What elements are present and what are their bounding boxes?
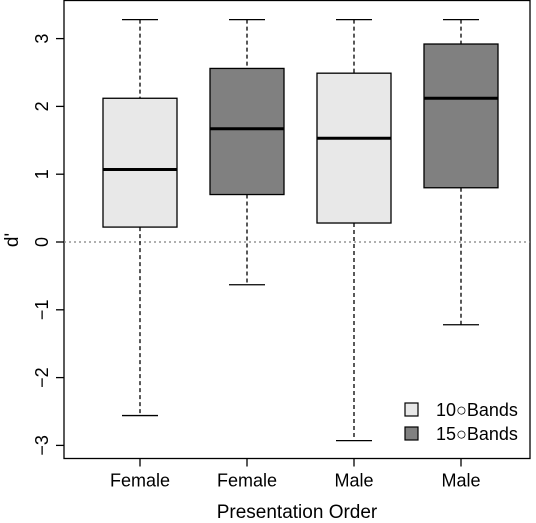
box-iqr — [209, 67, 285, 196]
box-2 — [209, 18, 285, 286]
legend-label: 15○Bands — [436, 424, 518, 444]
box-iqr — [423, 43, 499, 189]
box-iqr — [102, 97, 178, 228]
box-4 — [423, 18, 499, 326]
x-axis-title: Presentation Order — [217, 502, 378, 523]
x-tick-label: Female — [110, 471, 170, 491]
legend-label: 10○Bands — [436, 400, 518, 420]
y-tick-label: 2 — [32, 101, 52, 111]
legend-swatch — [404, 426, 419, 441]
x-tick-label: Male — [441, 471, 480, 491]
x-tick-label: Female — [217, 471, 277, 491]
boxes-layer — [102, 18, 499, 442]
y-axis-title: d' — [2, 233, 23, 247]
y-axis: −3 −2 −1 0 1 2 3 — [32, 34, 64, 456]
y-tick-label: 3 — [32, 34, 52, 44]
legend: 10○Bands 15○Bands — [404, 400, 518, 444]
legend-entry-2: 15○Bands — [404, 424, 518, 444]
box-iqr — [316, 72, 392, 224]
box-3 — [316, 18, 392, 442]
x-axis: Female Female Male Male — [110, 458, 481, 491]
y-tick-label: 0 — [32, 237, 52, 247]
box-1 — [102, 18, 178, 417]
y-tick-label: −3 — [32, 435, 52, 456]
y-tick-label: 1 — [32, 169, 52, 179]
y-tick-label: −1 — [32, 300, 52, 321]
plot-frame — [63, 0, 531, 460]
y-tick-label: −2 — [32, 367, 52, 388]
legend-swatch — [404, 402, 419, 417]
x-tick-label: Male — [334, 471, 373, 491]
legend-entry-1: 10○Bands — [404, 400, 518, 420]
